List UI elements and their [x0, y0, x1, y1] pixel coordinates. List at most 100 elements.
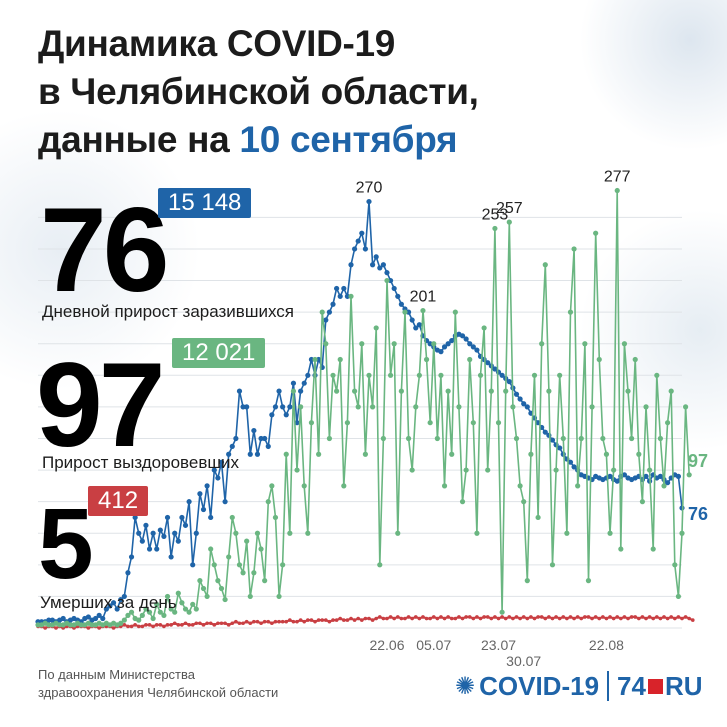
- recovered-point: [146, 609, 153, 615]
- deaths-point: [453, 616, 458, 621]
- infected-point: [355, 238, 361, 244]
- deaths-point: [601, 615, 605, 619]
- deaths-point: [169, 623, 173, 627]
- deaths-point: [381, 616, 386, 621]
- recovered-point: [154, 601, 160, 607]
- infected-point: [657, 473, 664, 479]
- recovered-point: [506, 219, 512, 225]
- recovered-point: [614, 187, 620, 194]
- infected-point: [334, 285, 340, 292]
- deaths-point: [367, 616, 371, 621]
- recovered-point: [362, 451, 368, 457]
- recovered-point: [528, 451, 534, 457]
- infected-point: [190, 562, 196, 568]
- recovered-point: [330, 372, 336, 378]
- x-tick-label: 22.06: [369, 637, 404, 653]
- infected-point: [294, 420, 300, 426]
- deaths-point: [471, 616, 476, 621]
- deaths-point: [259, 621, 263, 626]
- infected-point: [161, 533, 167, 540]
- deaths-point: [190, 623, 195, 627]
- deaths-point: [205, 621, 209, 626]
- recovered-point: [470, 420, 476, 426]
- deaths-point: [309, 618, 314, 622]
- recovered-point: [423, 356, 430, 363]
- deaths-point: [126, 624, 130, 629]
- deaths-point: [345, 618, 350, 622]
- deaths-point: [673, 616, 677, 621]
- deaths-point: [349, 616, 353, 621]
- deaths-daily-number: 5: [38, 488, 94, 600]
- deaths-point: [180, 623, 184, 627]
- infected-point: [362, 246, 368, 252]
- infected-daily-number: 76: [40, 183, 169, 317]
- infected-end-label: 76: [688, 504, 708, 524]
- recovered-point: [319, 309, 325, 315]
- recovered-point: [549, 562, 556, 568]
- recovered-point: [208, 546, 214, 552]
- deaths-point: [489, 616, 494, 621]
- deaths-point: [385, 616, 389, 621]
- deaths-point: [403, 616, 407, 621]
- deaths-point: [86, 626, 91, 630]
- recovered-point: [456, 404, 462, 410]
- recovered-point: [582, 341, 588, 347]
- deaths-point: [111, 626, 116, 630]
- recovered-point: [236, 562, 243, 568]
- recovered-point: [78, 622, 84, 628]
- recovered-point: [463, 467, 469, 473]
- infected-point: [441, 344, 448, 350]
- page-title: Динамика COVID-19 в Челябинской области,…: [38, 20, 479, 164]
- recovered-point: [682, 404, 689, 410]
- deaths-point: [669, 615, 674, 619]
- infected-point: [643, 473, 649, 479]
- recovered-point: [125, 612, 131, 618]
- deaths-point: [230, 621, 235, 626]
- deaths-point: [651, 616, 656, 621]
- recovered-point: [373, 325, 379, 331]
- recovered-point: [575, 483, 581, 489]
- deaths-total-badge: 412: [88, 486, 149, 516]
- infected-point: [125, 570, 131, 576]
- logo-red-square-icon: [647, 678, 663, 694]
- recovered-point: [474, 530, 480, 536]
- infected-point: [445, 341, 451, 347]
- deaths-point: [619, 616, 623, 621]
- infected-point: [262, 435, 268, 442]
- deaths-point: [446, 615, 450, 619]
- recovered-point: [654, 372, 660, 378]
- infected-point: [571, 464, 577, 470]
- recovered-point: [618, 546, 624, 552]
- deaths-point: [565, 616, 569, 621]
- deaths-point: [136, 624, 141, 629]
- recovered-point: [675, 593, 682, 600]
- recovered-point: [352, 388, 358, 394]
- recovered-point: [136, 617, 142, 623]
- infected-point: [85, 614, 91, 620]
- deaths-point: [122, 623, 127, 627]
- recovered-point: [168, 606, 174, 612]
- recovered-point: [657, 435, 664, 442]
- recovered-point: [218, 585, 225, 592]
- infected-point: [614, 478, 620, 484]
- recovered-point: [524, 578, 530, 584]
- recovered-point: [193, 606, 199, 612]
- recovered-point: [139, 612, 145, 618]
- infected-point: [96, 612, 102, 618]
- deaths-point: [482, 615, 486, 619]
- virus-icon: ✺: [455, 672, 476, 700]
- deaths-point: [615, 615, 620, 619]
- recovered-point: [366, 372, 372, 378]
- deaths-point: [655, 615, 659, 619]
- deaths-point: [680, 616, 684, 621]
- deaths-point: [690, 618, 695, 622]
- deaths-point: [363, 616, 368, 621]
- deaths-point: [500, 615, 504, 619]
- infected-point: [387, 277, 394, 284]
- x-tick-label: 22.08: [589, 637, 624, 653]
- recovered-point: [280, 562, 286, 568]
- infected-point: [215, 475, 221, 481]
- infected-point: [467, 341, 473, 347]
- deaths-point: [485, 615, 490, 619]
- infected-point: [139, 538, 145, 544]
